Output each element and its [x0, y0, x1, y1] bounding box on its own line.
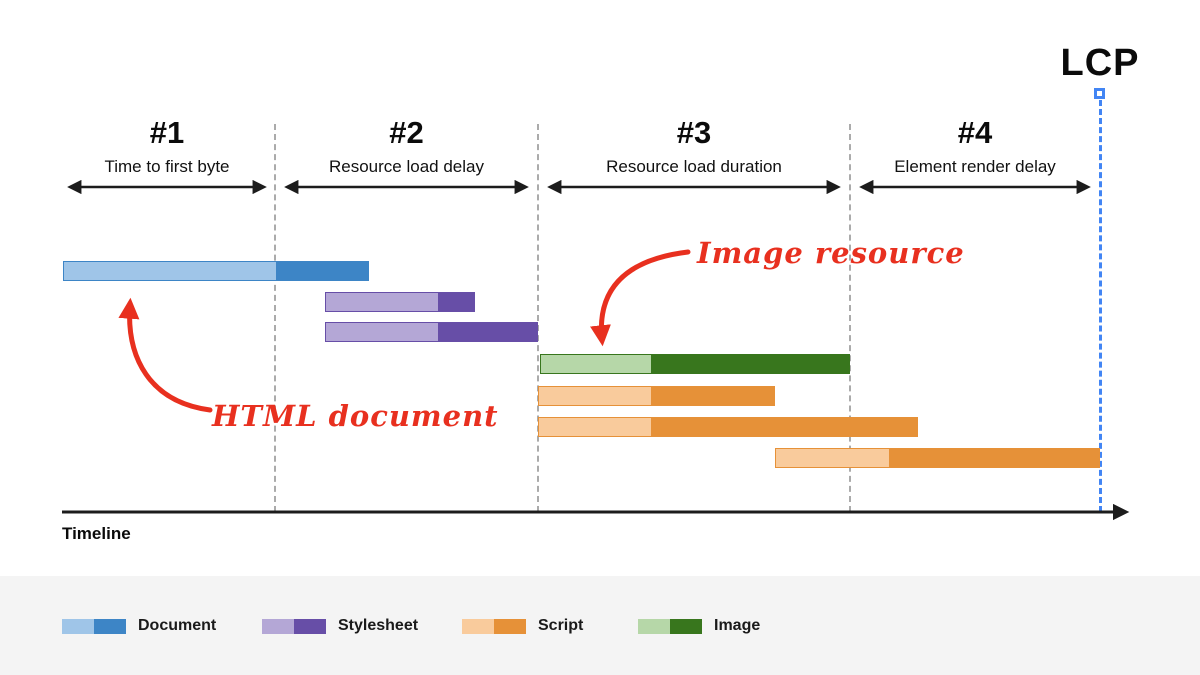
phase-header-4: #4 Element render delay [856, 115, 1094, 177]
phase-divider-1 [274, 124, 276, 512]
script-bar-delay-segment [539, 418, 651, 436]
html-document-annotation: HTML document [212, 399, 499, 433]
stylesheet-swatch-icon [262, 618, 326, 634]
document-bar [63, 261, 369, 281]
legend-label: Stylesheet [338, 617, 419, 634]
legend-item-stylesheet: Stylesheet [262, 617, 418, 635]
script-bar-load-segment [889, 449, 1099, 467]
swatch-dark-half [294, 618, 326, 634]
legend-item-image: Image [638, 617, 760, 635]
script-bar-load-segment [651, 418, 917, 436]
legend-label: Image [714, 617, 761, 634]
html-document-arrow [118, 297, 213, 413]
image-bar-load-segment [651, 355, 849, 373]
phase-label: Resource load delay [329, 157, 484, 177]
lcp-dashed-line [1098, 100, 1102, 512]
script-bar [775, 448, 1100, 468]
phase-divider-2 [537, 124, 539, 512]
legend-item-document: Document [62, 617, 216, 635]
stylesheet-bar-delay-segment [326, 293, 438, 311]
phase-header-3: #3 Resource load duration [544, 115, 844, 177]
stylesheet-bar-load-segment [438, 293, 474, 311]
swatch-light-half [262, 618, 294, 634]
swatch-light-half [638, 618, 670, 634]
phase-label: Element render delay [894, 157, 1056, 177]
swatch-dark-half [494, 618, 526, 634]
script-bar-delay-segment [539, 387, 651, 405]
phase-divider-3 [849, 124, 851, 512]
image-resource-arrow [590, 249, 691, 347]
phase-header-2: #2 Resource load delay [281, 115, 532, 177]
document-bar-load-segment [276, 262, 368, 280]
image-swatch-icon [638, 618, 702, 634]
script-bar [538, 386, 775, 406]
lcp-title: LCP [1060, 42, 1140, 84]
legend-item-script: Script [462, 617, 583, 635]
document-swatch-icon [62, 618, 126, 634]
image-bar-delay-segment [541, 355, 651, 373]
stylesheet-bar [325, 322, 538, 342]
timeline-label: Timeline [62, 524, 131, 543]
script-bar-load-segment [651, 387, 774, 405]
stylesheet-bar [325, 292, 475, 312]
swatch-light-half [462, 618, 494, 634]
script-swatch-icon [462, 618, 526, 634]
lcp-marker-icon [1094, 88, 1105, 99]
phase-label: Time to first byte [104, 157, 230, 177]
script-bar [538, 417, 918, 437]
phase-number: #2 [389, 115, 424, 150]
phase-header-1: #1 Time to first byte [64, 115, 270, 177]
phase-number: #4 [957, 115, 993, 150]
legend-label: Document [138, 617, 217, 634]
phase-number: #1 [149, 115, 185, 150]
stylesheet-bar-delay-segment [326, 323, 438, 341]
image-resource-annotation: Image resource [697, 236, 965, 270]
swatch-dark-half [94, 618, 126, 634]
legend: Document Stylesheet Script Image [0, 576, 1200, 675]
swatch-dark-half [670, 618, 702, 634]
stylesheet-bar-load-segment [438, 323, 537, 341]
legend-label: Script [538, 617, 584, 634]
phase-number: #3 [676, 115, 712, 150]
document-bar-delay-segment [64, 262, 276, 280]
script-bar-delay-segment [776, 449, 889, 467]
image-bar [540, 354, 850, 374]
swatch-light-half [62, 618, 94, 634]
phase-label: Resource load duration [606, 157, 782, 177]
